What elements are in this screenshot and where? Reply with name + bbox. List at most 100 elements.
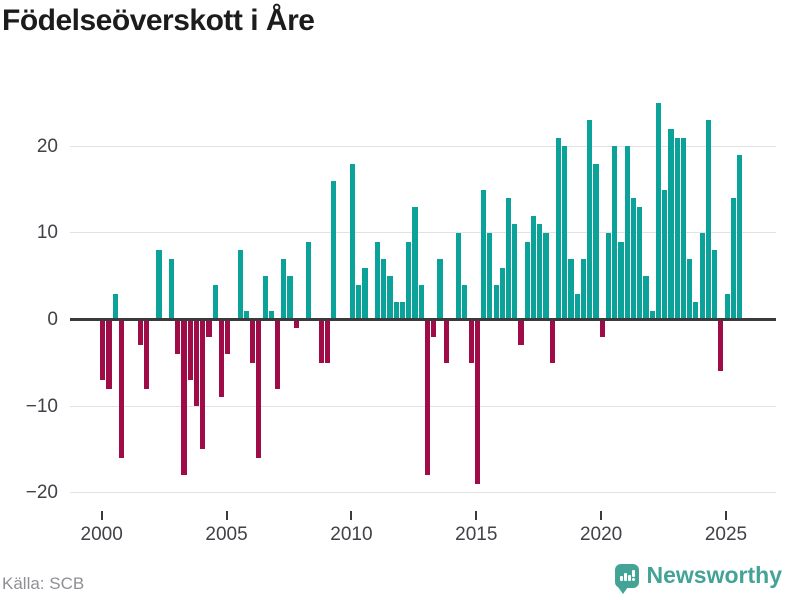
chart-title: Födelseöverskott i Åre [2, 4, 315, 37]
bar-2021K4 [643, 276, 649, 320]
bar-2020K3 [612, 146, 618, 320]
bar-2004K2 [206, 319, 212, 337]
bar-2004K1 [200, 319, 206, 450]
bar-2019K3 [587, 120, 593, 320]
y-axis-label--20: −20 [25, 482, 58, 504]
bar-2013K1 [424, 319, 431, 476]
bar-2021K2 [630, 198, 637, 320]
bar-2019K4 [593, 163, 599, 320]
bar-2018K1 [549, 319, 555, 363]
x-axis-label-2025: 2025 [704, 524, 748, 545]
bar-2011K4 [393, 302, 399, 320]
bar-2001K4 [143, 319, 150, 389]
bar-2017K4 [543, 232, 549, 320]
bar-2007K3 [287, 276, 293, 320]
bar-2013K4 [443, 319, 449, 363]
bar-2016K3 [512, 224, 518, 320]
bar-2007K1 [275, 319, 281, 389]
bar-2021K3 [637, 206, 643, 320]
x-axis-label-2020: 2020 [579, 524, 623, 545]
bar-2022K1 [649, 310, 655, 320]
bar-2023K3 [687, 258, 693, 320]
bar-2016K1 [499, 267, 505, 320]
newsworthy-logo[interactable]: Newsworthy [614, 562, 782, 594]
bar-2014K2 [456, 232, 462, 320]
bar-2018K4 [568, 258, 574, 320]
bar-2012K1 [399, 302, 406, 320]
bar-2017K3 [537, 224, 543, 320]
bar-2006K2 [256, 319, 262, 459]
y-axis-label--10: −10 [25, 395, 58, 417]
bar-2006K4 [268, 310, 274, 320]
bar-2008K4 [318, 319, 324, 363]
bar-2004K4 [218, 319, 224, 398]
bar-2006K1 [250, 319, 256, 363]
y-axis-label-10: 10 [36, 222, 58, 244]
bar-2003K2 [181, 319, 187, 476]
bar-2000K3 [112, 293, 118, 320]
bar-2004K3 [212, 284, 218, 320]
x-axis-label-2015: 2015 [455, 524, 498, 545]
bar-2014K4 [468, 319, 474, 363]
bar-2011K3 [387, 276, 393, 320]
bar-2014K3 [462, 284, 468, 320]
bar-2021K1 [624, 146, 630, 320]
bar-2015K4 [493, 284, 499, 320]
bar-2000K1 [100, 319, 106, 381]
bar-2012K2 [406, 241, 412, 320]
bar-2019K1 [574, 293, 580, 320]
y-axis-label-0: 0 [47, 309, 58, 330]
bar-2025K3 [736, 154, 743, 320]
bar-2015K3 [487, 232, 493, 320]
bar-2009K1 [324, 319, 331, 363]
bar-2016K2 [505, 198, 512, 320]
bar-2012K4 [418, 284, 424, 320]
bar-2006K3 [262, 276, 268, 320]
bar-2023K4 [693, 302, 699, 320]
bar-2011K2 [381, 258, 387, 320]
bar-2003K3 [187, 319, 193, 381]
x-axis-label-2010: 2010 [330, 524, 373, 545]
x-axis-label-2000: 2000 [80, 524, 123, 545]
bar-2018K3 [562, 146, 568, 320]
bar-2024K2 [705, 120, 711, 320]
x-axis-tick-2025 [725, 511, 727, 520]
bar-2019K2 [580, 258, 587, 320]
gridline-y--20 [70, 492, 776, 494]
bar-2008K2 [306, 241, 312, 320]
x-axis-tick-2020 [600, 511, 603, 520]
bar-2001K3 [137, 319, 143, 346]
bar-2013K3 [437, 258, 443, 320]
bar-2018K2 [555, 137, 562, 320]
bar-2016K4 [518, 319, 524, 346]
bar-2013K2 [431, 319, 437, 337]
x-axis-tick-2010 [350, 511, 353, 520]
bar-2005K1 [225, 319, 231, 355]
x-axis-tick-2005 [225, 511, 228, 520]
bar-2005K4 [243, 310, 249, 320]
gridline-y-20 [70, 145, 776, 147]
bar-2012K3 [412, 206, 418, 320]
bar-2025K1 [724, 293, 730, 320]
bar-2011K1 [374, 241, 381, 320]
bar-2020K4 [618, 241, 624, 320]
bar-2010K2 [356, 284, 362, 320]
bar-2009K2 [331, 180, 337, 320]
bar-2010K1 [349, 163, 356, 320]
bar-2007K4 [293, 319, 299, 329]
gridline-y-10 [70, 232, 776, 234]
bar-2023K1 [674, 137, 680, 320]
bar-2002K4 [168, 258, 175, 320]
y-axis-label-20: 20 [36, 135, 58, 157]
bar-2023K2 [680, 137, 686, 320]
bar-2000K2 [106, 319, 112, 389]
bar-2015K1 [474, 319, 480, 485]
newsworthy-wordmark: Newsworthy [646, 562, 782, 588]
bar-2022K2 [655, 102, 661, 320]
bar-2003K4 [193, 319, 200, 407]
bar-2017K2 [530, 215, 537, 320]
bar-2003K1 [175, 319, 181, 355]
bar-2007K2 [281, 258, 287, 320]
